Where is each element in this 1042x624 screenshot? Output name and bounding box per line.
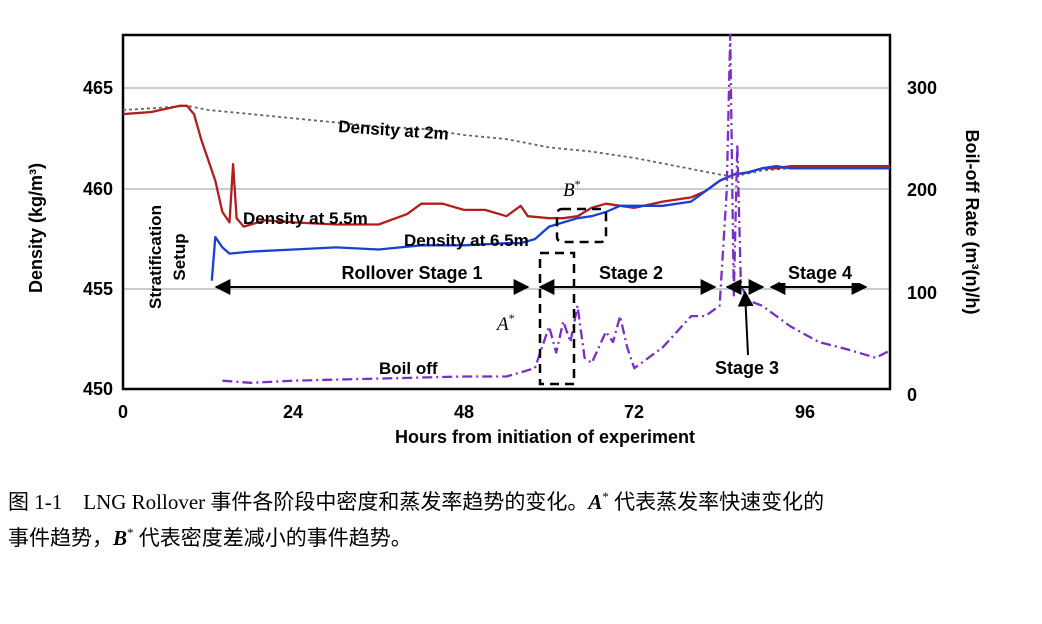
label-stage-3: Stage 3: [715, 358, 779, 378]
box-a-star: [538, 251, 576, 386]
stage2-label-bg: [590, 263, 672, 283]
label-setup: Setup: [170, 233, 189, 280]
y-left-tick: 460: [83, 179, 113, 199]
x-tick: 72: [624, 402, 644, 422]
label-rollover-stage-1: Rollover Stage 1: [341, 263, 482, 283]
y-left-tick: 465: [83, 78, 113, 98]
label-density-6-5m: Density at 6.5m: [404, 231, 529, 250]
y-left-axis-title: Density (kg/m³): [26, 163, 46, 293]
label-boil-off: Boil off: [379, 359, 438, 378]
label-stratification: Stratification: [146, 205, 165, 309]
label-a-star: A*: [495, 311, 515, 335]
stage-arrows: [214, 279, 868, 356]
y-right-tick: 300: [907, 78, 937, 98]
y-right-axis-title: Boil-off Rate (m³(n)/h): [962, 130, 982, 315]
y-right-tick: 200: [907, 180, 937, 200]
figure-caption-line-1: 图 1-1 LNG Rollover 事件各阶段中密度和蒸发率趋势的变化。A* …: [8, 489, 825, 514]
y-left-ticks: 450 455 460 465: [83, 78, 113, 399]
x-tick: 48: [454, 402, 474, 422]
y-right-ticks: 0 100 200 300: [907, 78, 937, 405]
box-b-star: [555, 207, 608, 244]
label-b-star: B*: [563, 177, 581, 201]
x-axis-title: Hours from initiation of experiment: [395, 427, 695, 447]
y-left-tick: 450: [83, 379, 113, 399]
label-density-5-5m: Density at 5.5m: [243, 209, 368, 228]
x-tick: 96: [795, 402, 815, 422]
figure-caption-line-2: 事件趋势，B* 代表密度差减小的事件趋势。: [8, 525, 412, 550]
gridlines: [123, 87, 890, 290]
rollover-label-bg: [326, 263, 498, 283]
label-stage-2: Stage 2: [599, 263, 663, 283]
label-stage-4: Stage 4: [788, 263, 852, 283]
y-left-tick: 455: [83, 279, 113, 299]
label-density-2m: Density at 2m: [338, 117, 450, 144]
x-tick: 24: [283, 402, 303, 422]
x-ticks: 0 24 48 72 96: [118, 402, 815, 422]
series-line-density-at-6-5m: [210, 165, 890, 281]
y-right-tick: 0: [907, 385, 917, 405]
x-tick: 0: [118, 402, 128, 422]
stage4-label-bg: [780, 263, 860, 283]
y-right-tick: 100: [907, 283, 937, 303]
plot-frame: [121, 33, 892, 391]
chart-figure: 450 455 460 465 0 100 200 300 0 24 48 72…: [26, 33, 982, 447]
